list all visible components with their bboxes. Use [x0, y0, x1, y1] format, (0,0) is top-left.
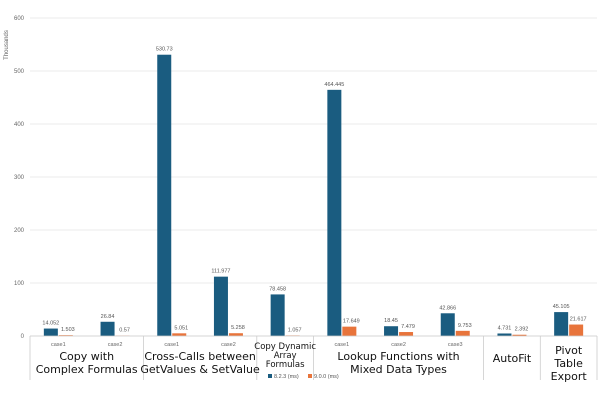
group-label: Array [274, 351, 297, 361]
data-label: 5.258 [231, 325, 245, 331]
data-label: 4.731 [498, 325, 512, 331]
bar-8-2-3 [213, 276, 228, 336]
y-tick-label: 500 [14, 69, 25, 75]
y-tick-label: 600 [14, 16, 25, 22]
bar-8-2-3 [554, 312, 569, 336]
bar-8-2-3 [157, 54, 172, 336]
group-label: Pivot [555, 344, 583, 357]
y-tick-label: 100 [14, 281, 25, 287]
data-label: 78.458 [269, 286, 286, 292]
group-label: Copy Dynamic [254, 342, 316, 352]
group-label: Copy with [59, 350, 114, 363]
case-label: case1 [51, 342, 66, 348]
case-label: case1 [164, 342, 179, 348]
case-label: case2 [108, 342, 123, 348]
group-label: Table [553, 357, 583, 370]
data-label: 0.57 [119, 328, 130, 334]
case-label: case2 [221, 342, 236, 348]
y-tick-label: 0 [21, 334, 25, 340]
bar-8-2-3 [497, 333, 512, 336]
bar-9-0-0 [228, 333, 243, 336]
data-label: 111.977 [211, 269, 230, 275]
data-label: 9.753 [458, 323, 472, 329]
bar-9-0-0 [455, 330, 470, 336]
legend-swatch [268, 374, 272, 378]
data-label: 2.392 [515, 327, 529, 333]
bar-9-0-0 [512, 334, 527, 336]
bar-9-0-0 [172, 333, 187, 336]
data-label: 45.105 [553, 304, 570, 310]
case-label: case1 [335, 342, 350, 348]
bar-8-2-3 [270, 294, 285, 336]
y-tick-label: 400 [14, 122, 25, 128]
bar-8-2-3 [100, 321, 115, 336]
group-label: AutoFit [493, 352, 532, 365]
data-label: 1.057 [288, 327, 302, 333]
group-label: Mixed Data Types [350, 363, 447, 376]
bar-8-2-3 [384, 326, 399, 336]
group-label: Cross-Calls between [144, 350, 255, 363]
legend-label: 8.2.3 (ms) [274, 374, 299, 380]
data-label: 464.445 [324, 82, 344, 88]
bar-8-2-3 [327, 89, 342, 336]
bar-9-0-0 [399, 332, 414, 336]
bar-8-2-3 [440, 313, 455, 336]
data-label: 1.503 [61, 327, 75, 333]
data-label: 530.73 [156, 47, 173, 53]
y-tick-label: 200 [14, 228, 25, 234]
data-label: 18.45 [384, 318, 398, 324]
group-label: Export [551, 370, 588, 383]
bar-8-2-3 [43, 328, 58, 336]
data-label: 17.649 [343, 319, 360, 325]
y-axis-label: Thousands [4, 30, 10, 60]
data-label: 14.052 [42, 321, 59, 327]
data-label: 42.866 [439, 305, 456, 311]
case-label: case2 [391, 342, 406, 348]
bar-9-0-0 [569, 324, 584, 336]
legend-label: 9.0.0 (ms) [314, 374, 339, 380]
bar-9-0-0 [342, 326, 357, 336]
group-label: GetValues & SetValue [140, 363, 260, 376]
data-label: 5.051 [174, 325, 188, 331]
case-label: case3 [448, 342, 463, 348]
group-label: Lookup Functions with [337, 350, 459, 363]
group-label: Formulas [266, 360, 305, 370]
data-label: 26.84 [101, 314, 115, 320]
data-label: 7.479 [401, 324, 415, 330]
group-label: Complex Formulas [36, 363, 138, 376]
data-label: 21.617 [570, 317, 587, 323]
y-tick-label: 300 [14, 175, 25, 181]
legend-swatch [308, 374, 312, 378]
